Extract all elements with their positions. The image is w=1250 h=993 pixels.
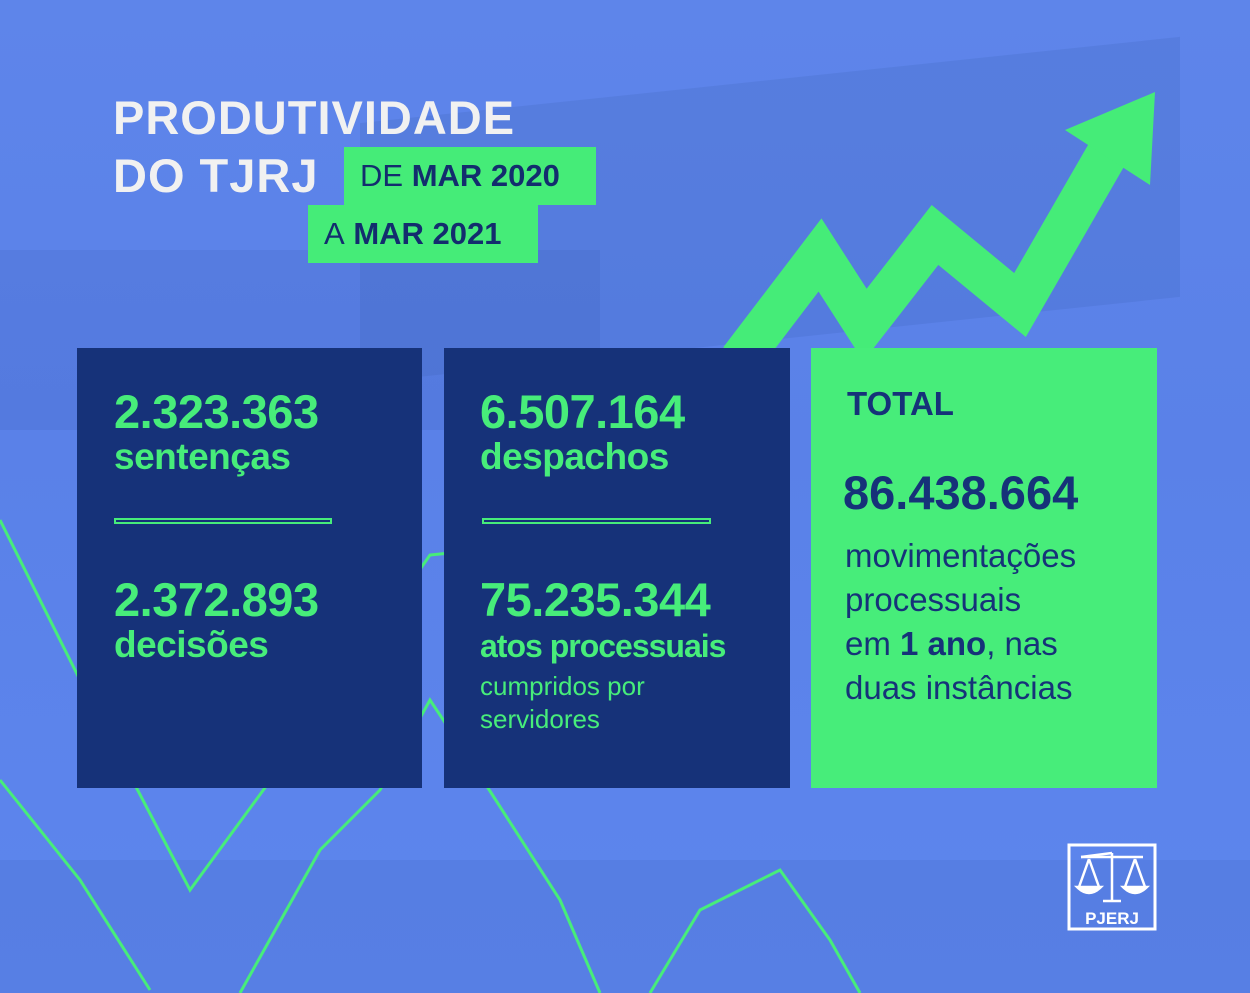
card-sentencas-decisoes: 2.323.363 sentenças 2.372.893 decisões (77, 348, 422, 788)
total-number: 86.438.664 (843, 466, 1079, 519)
period-from-value: MAR 2020 (411, 158, 560, 193)
total-description: movimentações processuais em 1 ano, nas … (845, 534, 1145, 710)
despachos-number: 6.507.164 (480, 385, 685, 438)
total-desc-line-3-post: , nas (986, 625, 1058, 662)
sentencas-number: 2.323.363 (114, 385, 319, 438)
period-from-prefix: DE (360, 158, 404, 193)
period-to: A MAR 2021 (308, 205, 538, 263)
scales-of-justice-icon (1073, 851, 1151, 903)
background-texture-3 (0, 860, 1250, 993)
total-desc-line-1: movimentações (845, 537, 1077, 574)
title-line-2: DO TJRJ (113, 149, 319, 202)
card-total: TOTAL 86.438.664 movimentações processua… (811, 348, 1157, 788)
atos-sublabel: cumpridos por servidores (480, 671, 645, 734)
despachos-label: despachos (480, 436, 669, 477)
atos-number: 75.235.344 (480, 573, 711, 626)
sentencas-label: sentenças (114, 436, 291, 477)
total-desc-line-3-pre: em (845, 625, 901, 662)
growth-arrow-icon (723, 92, 1155, 373)
decisoes-number: 2.372.893 (114, 573, 319, 626)
card-despachos-atos: 6.507.164 despachos 75.235.344 atos proc… (444, 348, 790, 788)
total-desc-line-4: duas instâncias (845, 669, 1073, 706)
card-divider (482, 518, 711, 524)
decisoes-label: decisões (114, 624, 269, 665)
pjerj-logo: PJERJ (1067, 843, 1157, 931)
title-line-1: PRODUTIVIDADE (113, 91, 516, 144)
atos-label: atos processuais (480, 628, 726, 664)
total-desc-line-3: em 1 ano, nas (845, 622, 1145, 666)
total-title: TOTAL (847, 385, 954, 422)
logo-text: PJERJ (1085, 909, 1139, 928)
total-desc-line-3-bold: 1 ano (900, 625, 987, 662)
total-desc-line-2: processuais (845, 581, 1022, 618)
period-to-value: MAR 2021 (353, 216, 502, 251)
card-divider (114, 518, 332, 524)
period-from: DE MAR 2020 (344, 147, 596, 205)
period-to-prefix: A (324, 216, 345, 251)
